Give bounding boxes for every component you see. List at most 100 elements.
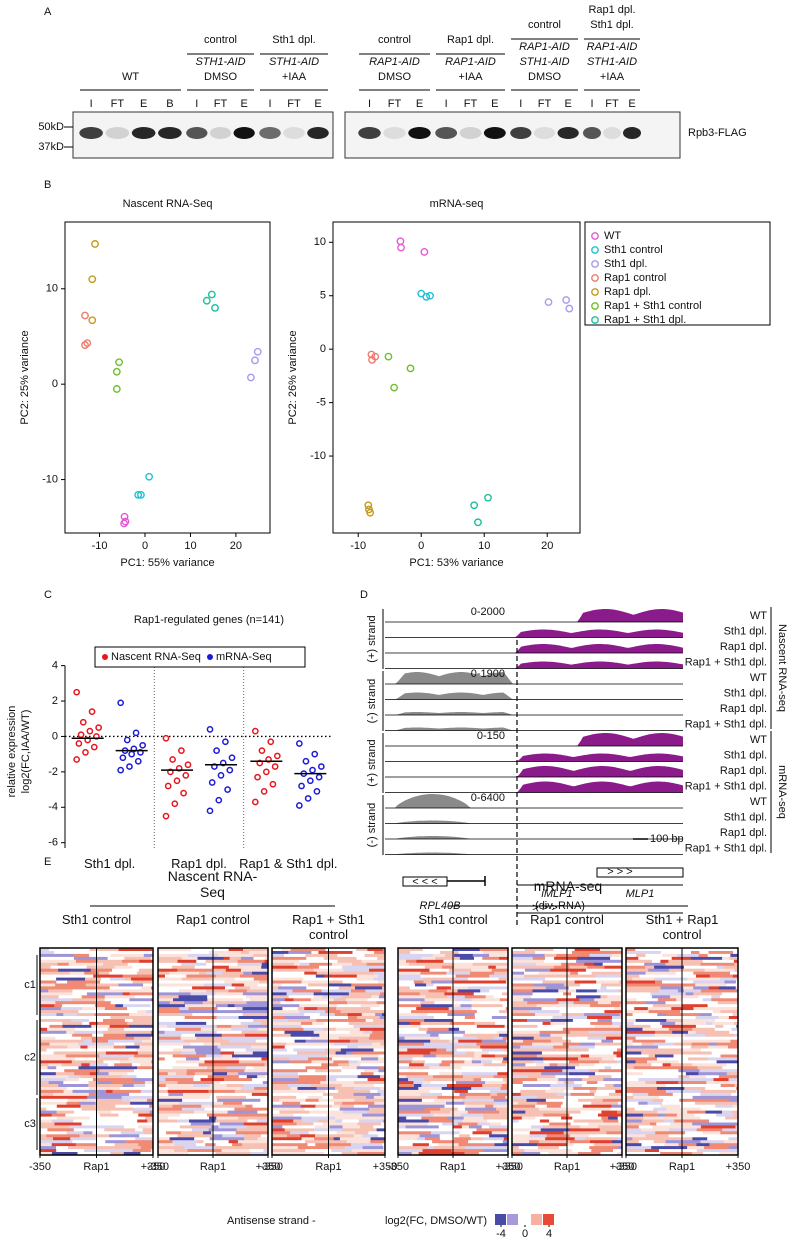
lane-label: I xyxy=(195,98,198,110)
heatmap-cell xyxy=(464,995,486,999)
point xyxy=(120,519,128,528)
heatmap-cell xyxy=(512,1084,524,1088)
heatmap-cell xyxy=(579,1010,593,1014)
heatmap-cell xyxy=(563,983,581,987)
point xyxy=(207,290,216,299)
heatmap-cell xyxy=(315,1134,336,1138)
range-label: 0-150 xyxy=(477,730,505,742)
heatmap-cell xyxy=(562,1101,592,1106)
heatmap-cell xyxy=(241,951,250,955)
heatmap-cell xyxy=(231,1063,265,1067)
heatmap-cell xyxy=(485,1081,506,1085)
heatmap-cell xyxy=(654,965,685,969)
heatmap-cell xyxy=(49,1042,70,1046)
heatmap-cell xyxy=(370,1089,378,1094)
heatmap-cell xyxy=(664,1143,679,1147)
heatmap-cell xyxy=(626,1060,636,1064)
heatmap-cell xyxy=(206,1054,223,1058)
heatmap-cell xyxy=(344,1146,363,1150)
heatmap-cell xyxy=(246,1095,267,1100)
heatmap-cell xyxy=(470,971,495,975)
heatmap-cell xyxy=(308,983,330,987)
heatmap-cell xyxy=(167,1072,177,1076)
heatmap-cell xyxy=(458,1122,478,1126)
condition: control xyxy=(528,19,561,31)
heatmap-cell xyxy=(246,1066,254,1070)
point xyxy=(306,777,314,785)
heatmap-cell xyxy=(398,977,424,981)
heatmap-cell xyxy=(179,1101,214,1106)
heatmap-cell xyxy=(694,1001,718,1005)
heatmap-cell xyxy=(40,1140,59,1144)
heatmap-cell xyxy=(240,968,259,972)
heatmap-cell xyxy=(244,1134,262,1138)
legend-label: WT xyxy=(604,230,621,242)
heatmap-cell xyxy=(735,1048,739,1052)
heatmap-cell xyxy=(40,998,73,1002)
heatmap-cell xyxy=(585,1137,619,1141)
point xyxy=(397,243,405,252)
heatmap-cell xyxy=(708,986,719,990)
heatmap-cell xyxy=(412,1057,429,1061)
heatmap-cell xyxy=(709,1119,731,1123)
heatmap-cell xyxy=(305,1066,330,1070)
heatmap-cell xyxy=(127,1021,153,1026)
heatmap-cell xyxy=(347,1013,362,1017)
heatmap-cell xyxy=(698,995,712,999)
heatmap-cell xyxy=(40,992,73,996)
heatmap-cell xyxy=(482,1137,504,1141)
heatmap-cell xyxy=(165,1078,194,1082)
heatmap-cell xyxy=(135,1137,154,1141)
heatmap-cell xyxy=(60,1007,83,1011)
heatmap-cell xyxy=(40,1057,76,1061)
heatmap-cell xyxy=(284,1016,311,1020)
legend-marker xyxy=(207,654,213,660)
heatmap-cell xyxy=(570,971,579,975)
heatmap-cell xyxy=(398,1010,412,1014)
heatmap-cell xyxy=(604,1010,623,1014)
heatmap-cell xyxy=(340,1048,366,1052)
y-tick-label: 10 xyxy=(314,236,326,248)
heatmap-cell xyxy=(356,948,368,952)
heatmap-cell xyxy=(130,1098,148,1103)
heatmap-cell xyxy=(692,1027,715,1032)
y-tick-label: -5 xyxy=(316,397,326,409)
heatmap-cell xyxy=(158,1140,173,1144)
heatmap-cell xyxy=(272,986,279,990)
heatmap-cell xyxy=(87,1095,123,1100)
heatmap-cell xyxy=(512,1069,534,1073)
heatmap-cell xyxy=(380,1122,386,1126)
point xyxy=(295,740,303,747)
heatmap-cell xyxy=(643,1089,667,1094)
heatmap-cell xyxy=(158,1152,189,1156)
heatmap-cell xyxy=(512,1089,521,1094)
heatmap-cell xyxy=(626,1054,649,1058)
heatmap-cell xyxy=(179,1095,211,1100)
heatmap-cell xyxy=(439,1036,454,1040)
heatmap-cell xyxy=(734,968,739,972)
heatmap-cell xyxy=(88,1087,121,1091)
heatmap-cell xyxy=(512,1140,530,1144)
heatmap-cell xyxy=(638,1140,654,1144)
band xyxy=(158,127,182,139)
heatmap-cell xyxy=(642,1072,653,1076)
heatmap-cell xyxy=(158,974,166,978)
heatmap-cell xyxy=(147,1098,154,1103)
heatmap-cell xyxy=(172,1140,198,1144)
heatmap-cell xyxy=(447,1054,475,1058)
heatmap-cell xyxy=(731,1110,739,1114)
heatmap-cell xyxy=(227,1072,239,1076)
heatmap-cell xyxy=(134,1042,154,1046)
colorbar-swatch xyxy=(507,1214,518,1225)
point xyxy=(273,752,281,760)
heatmap-cell xyxy=(303,1027,324,1032)
heatmap-cell xyxy=(440,951,460,955)
heatmap-cell xyxy=(158,1051,182,1055)
heatmap-cell xyxy=(556,1092,571,1097)
heatmap-cell xyxy=(458,951,476,955)
heatmap-cell xyxy=(211,977,236,981)
heatmap-cell xyxy=(355,986,383,990)
heatmap-cell xyxy=(288,1019,317,1023)
gene-name: iMLP1 xyxy=(541,888,572,900)
heatmap-cell xyxy=(212,968,226,972)
